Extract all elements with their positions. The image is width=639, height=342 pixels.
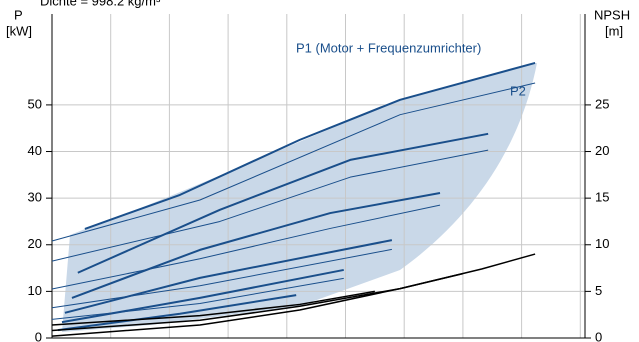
y-tick-label: 50 (28, 96, 42, 111)
annotation: P1 (Motor + Frequenzumrichter) (296, 40, 481, 55)
curve (51, 149, 489, 262)
curve (51, 290, 375, 326)
curve (77, 132, 489, 274)
curve (64, 239, 393, 314)
y-axis-label: P (14, 7, 23, 22)
curve (51, 82, 536, 242)
curve (61, 268, 344, 324)
y2-tick-label: 25 (595, 96, 609, 111)
y-tick-label: 30 (28, 190, 42, 205)
y-axis-label: [kW] (6, 23, 32, 38)
y-tick-label: 10 (28, 283, 42, 298)
y2-tick-label: 5 (595, 283, 602, 298)
curve (51, 272, 464, 332)
y2-axis-label: NPSH (594, 7, 630, 22)
y2-axis-label: [m] (605, 23, 623, 38)
annotation: P2 (510, 83, 526, 98)
operating-range (62, 63, 537, 332)
curve (84, 61, 536, 230)
curve (51, 277, 344, 320)
curve (51, 248, 392, 309)
y-tick-label: 40 (28, 143, 42, 158)
curve (51, 253, 536, 337)
y2-tick-label: 15 (595, 190, 609, 205)
curve (51, 204, 441, 290)
curve (71, 192, 441, 299)
subtitle: Dichte = 998.2 kg/m³ (40, 0, 161, 8)
y-tick-label: 0 (35, 329, 42, 342)
y2-tick-label: 10 (595, 236, 609, 251)
y2-tick-label: 0 (595, 329, 602, 342)
y2-tick-label: 20 (595, 143, 609, 158)
curve (57, 294, 297, 332)
y-tick-label: 20 (28, 236, 42, 251)
